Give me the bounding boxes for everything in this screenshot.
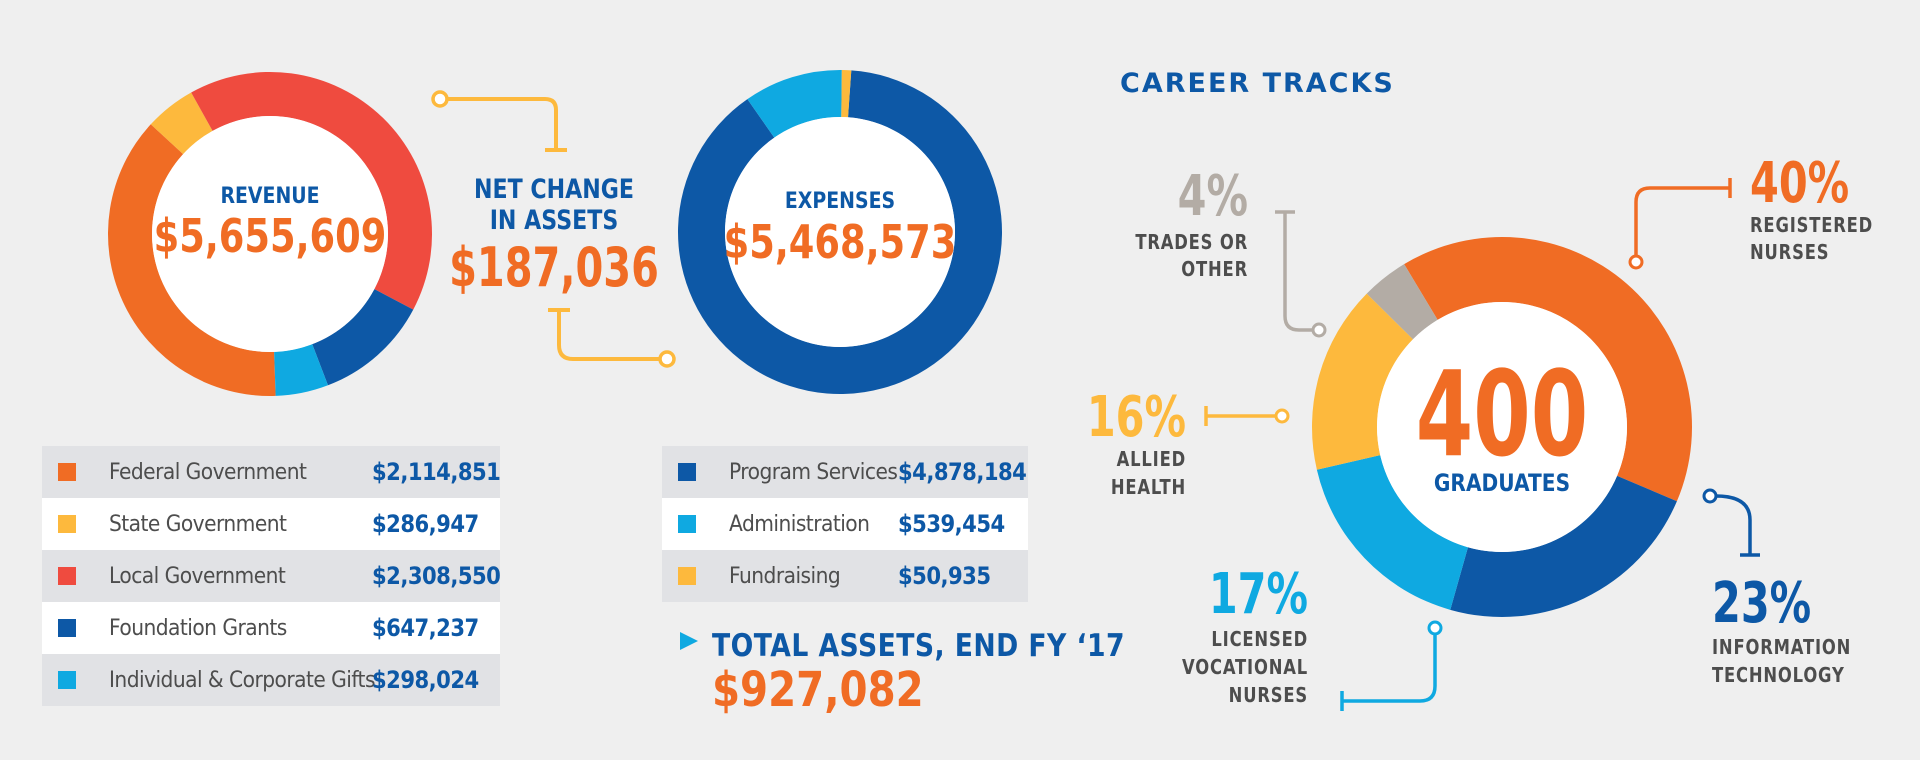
career-name-allied-health-2: HEALTH bbox=[1111, 477, 1186, 500]
legend-value: $4,878,184 bbox=[898, 458, 1027, 486]
legend-value: $2,308,550 bbox=[372, 562, 501, 590]
career-pct-information-technology: 23% bbox=[1712, 570, 1811, 636]
revenue-slice-foundation-grants bbox=[312, 289, 414, 386]
career-slice-registered-nurses bbox=[1404, 237, 1692, 502]
legend-row-local-government: Local Government $2,308,550 bbox=[42, 550, 501, 602]
revenue-slice-state-government bbox=[150, 92, 213, 155]
expenses-legend: Program Services $4,878,184 Administrati… bbox=[662, 446, 1028, 602]
career-pct-allied-health: 16% bbox=[1087, 384, 1186, 450]
career-label-information-technology: 23% INFORMATION TECHNOLOGY bbox=[1712, 570, 1851, 688]
career-connector-information-technology bbox=[1702, 488, 1760, 557]
legend-row-federal-government: Federal Government $2,114,851 bbox=[42, 446, 501, 498]
expenses-slice-fundraising bbox=[841, 70, 852, 118]
career-name-allied-health-1: ALLIED bbox=[1117, 449, 1186, 472]
career-pct-licensed-vocational-nurses: 17% bbox=[1209, 561, 1308, 627]
legend-label: Fundraising bbox=[729, 563, 841, 589]
legend-label: Program Services bbox=[729, 459, 898, 485]
career-name-information-technology-2: TECHNOLOGY bbox=[1712, 665, 1845, 688]
connector-dot-top bbox=[431, 90, 449, 108]
career-name-trades-or-other-2: OTHER bbox=[1181, 259, 1248, 282]
total-assets-arrow-icon bbox=[680, 632, 698, 650]
expenses-donut bbox=[677, 70, 1002, 394]
legend-label: State Government bbox=[109, 511, 287, 537]
net-change-line1: NET CHANGE bbox=[474, 173, 634, 205]
revenue-title: REVENUE bbox=[220, 183, 319, 209]
expenses-title: EXPENSES bbox=[785, 188, 895, 214]
legend-value: $2,114,851 bbox=[372, 458, 501, 486]
net-change-connector-top bbox=[440, 97, 558, 150]
legend-row-foundation-grants: Foundation Grants $647,237 bbox=[42, 602, 500, 654]
career-connector-trades-or-other bbox=[1275, 210, 1327, 338]
net-change-connector-bottom bbox=[557, 310, 667, 361]
legend-row-individual-corporate-gifts: Individual & Corporate Gifts $298,024 bbox=[42, 654, 500, 706]
net-change-value: $187,036 bbox=[449, 237, 659, 300]
legend-value: $298,024 bbox=[372, 666, 479, 694]
legend-swatch bbox=[678, 515, 696, 533]
legend-swatch bbox=[58, 515, 76, 533]
career-connector-allied-health bbox=[1204, 406, 1290, 426]
career-pct-registered-nurses: 40% bbox=[1750, 150, 1849, 216]
revenue-legend: Federal Government $2,114,851 State Gove… bbox=[42, 446, 501, 706]
career-center-number: 400 bbox=[1416, 346, 1588, 484]
legend-value: $539,454 bbox=[898, 510, 1005, 538]
legend-value: $50,935 bbox=[898, 562, 991, 590]
revenue-donut bbox=[107, 72, 432, 397]
career-label-licensed-vocational-nurses: 17% LICENSED VOCATIONAL NURSES bbox=[1182, 561, 1308, 708]
expenses-total: $5,468,573 bbox=[724, 215, 957, 269]
connector-dot-bottom bbox=[658, 350, 676, 368]
career-name-licensed-vocational-nurses-3: NURSES bbox=[1229, 685, 1308, 708]
career-name-registered-nurses-1: REGISTERED bbox=[1750, 215, 1873, 238]
legend-label: Federal Government bbox=[109, 459, 307, 485]
career-tracks-heading: CAREER TRACKS bbox=[1120, 68, 1395, 99]
career-slice-trades-or-other bbox=[1366, 264, 1438, 340]
career-slice-licensed-vocational-nurses bbox=[1316, 455, 1468, 610]
career-donut bbox=[1312, 237, 1692, 617]
legend-label: Individual & Corporate Gifts bbox=[109, 667, 376, 693]
legend-swatch bbox=[58, 619, 76, 637]
revenue-donut-hole bbox=[152, 116, 388, 352]
career-label-allied-health: 16% ALLIED HEALTH bbox=[1087, 384, 1186, 500]
revenue-slice-individual-corporate-gifts bbox=[274, 344, 328, 396]
career-name-registered-nurses-2: NURSES bbox=[1750, 242, 1829, 265]
career-connector-licensed-vocational-nurses bbox=[1340, 620, 1443, 711]
career-connector-registered-nurses bbox=[1628, 178, 1732, 270]
career-pct-trades-or-other: 4% bbox=[1178, 163, 1248, 229]
career-name-licensed-vocational-nurses-1: LICENSED bbox=[1211, 629, 1308, 652]
legend-label: Administration bbox=[729, 511, 870, 537]
legend-row-program-services: Program Services $4,878,184 bbox=[662, 446, 1028, 498]
revenue-total: $5,655,609 bbox=[154, 209, 387, 263]
career-slice-information-technology bbox=[1450, 475, 1677, 617]
legend-value: $647,237 bbox=[372, 614, 479, 642]
legend-row-state-government: State Government $286,947 bbox=[42, 498, 500, 550]
legend-row-administration: Administration $539,454 bbox=[662, 498, 1028, 550]
net-change-line2: IN ASSETS bbox=[490, 204, 619, 236]
legend-value: $286,947 bbox=[372, 510, 479, 538]
legend-label: Local Government bbox=[109, 563, 286, 589]
expenses-donut-hole bbox=[725, 117, 955, 347]
legend-row-fundraising: Fundraising $50,935 bbox=[662, 550, 1028, 602]
legend-swatch bbox=[678, 463, 696, 481]
legend-swatch bbox=[58, 671, 76, 689]
career-name-trades-or-other-1: TRADES OR bbox=[1135, 232, 1248, 255]
expenses-slice-administration bbox=[747, 70, 842, 138]
career-label-trades-or-other: 4% TRADES OR OTHER bbox=[1135, 163, 1248, 282]
legend-swatch bbox=[58, 567, 76, 585]
career-label-registered-nurses: 40% REGISTERED NURSES bbox=[1750, 150, 1873, 265]
career-slice-allied-health bbox=[1312, 293, 1413, 470]
legend-swatch bbox=[58, 463, 76, 481]
career-center-label: GRADUATES bbox=[1434, 469, 1570, 497]
career-donut-hole bbox=[1377, 302, 1627, 552]
career-name-information-technology-1: INFORMATION bbox=[1712, 637, 1851, 660]
legend-label: Foundation Grants bbox=[109, 615, 287, 641]
revenue-slice-federal-government bbox=[107, 124, 276, 397]
total-assets-value: $927,082 bbox=[712, 662, 924, 718]
career-name-licensed-vocational-nurses-2: VOCATIONAL bbox=[1182, 657, 1308, 680]
total-assets-label: TOTAL ASSETS, END FY ‘17 bbox=[712, 628, 1126, 664]
revenue-slice-local-government bbox=[191, 72, 432, 310]
legend-swatch bbox=[678, 567, 696, 585]
